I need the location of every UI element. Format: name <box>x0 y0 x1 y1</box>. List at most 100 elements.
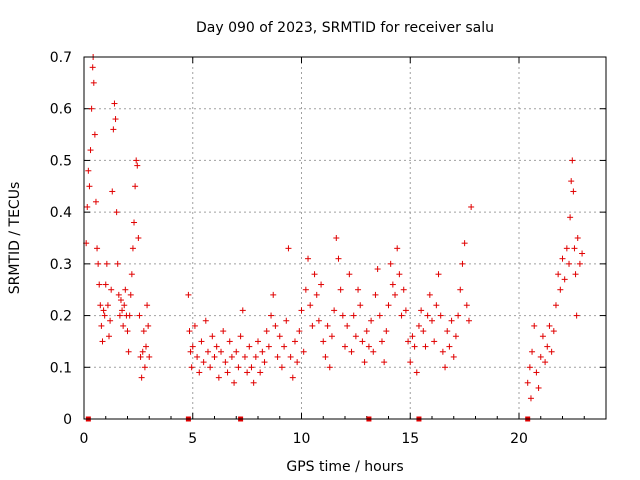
data-point <box>568 178 575 185</box>
data-point <box>84 203 91 210</box>
data-point <box>255 338 261 345</box>
data-point <box>374 266 381 273</box>
data-point <box>185 291 192 298</box>
data-point <box>435 271 442 278</box>
data-point <box>342 343 348 350</box>
data-point <box>246 343 253 350</box>
data-point <box>328 333 335 340</box>
data-point <box>300 348 307 355</box>
data-point <box>346 271 353 278</box>
data-point <box>465 317 472 324</box>
data-point <box>561 276 568 283</box>
data-point <box>103 260 110 267</box>
data-point <box>142 343 149 350</box>
data-point <box>326 364 333 371</box>
data-point <box>283 317 290 324</box>
data-point <box>127 291 134 298</box>
y-tick-label: 0.1 <box>50 360 72 376</box>
data-point <box>202 317 209 324</box>
data-point <box>348 348 355 355</box>
data-point <box>446 343 453 350</box>
data-point <box>239 307 246 314</box>
data-point <box>422 343 429 350</box>
data-point <box>90 79 97 86</box>
x-tick-label: 5 <box>188 431 197 447</box>
data-point <box>392 291 399 298</box>
data-point <box>579 250 586 257</box>
data-point <box>222 359 229 366</box>
data-point <box>215 374 222 381</box>
data-point <box>122 286 129 293</box>
data-point <box>411 343 418 350</box>
x-tick-label: 20 <box>510 431 528 447</box>
data-point <box>426 291 433 298</box>
data-point <box>107 317 114 324</box>
data-point <box>450 353 457 360</box>
data-point <box>144 302 151 309</box>
data-point <box>140 328 147 335</box>
data-point <box>117 297 124 304</box>
data-point <box>313 291 320 298</box>
data-point <box>110 126 117 133</box>
data-point <box>546 322 553 329</box>
data-point <box>409 333 416 340</box>
data-point <box>335 255 342 262</box>
data-point <box>370 348 377 355</box>
data-point <box>433 302 440 309</box>
data-point <box>106 333 113 340</box>
y-tick-label: 0.6 <box>50 102 72 118</box>
data-point <box>112 116 119 123</box>
data-point <box>548 348 555 355</box>
data-point <box>359 338 366 345</box>
y-tick-label: 0.3 <box>50 257 72 273</box>
data-point <box>431 338 438 345</box>
y-tick-label: 0.5 <box>50 153 72 169</box>
data-point <box>136 312 143 319</box>
data-point <box>268 312 275 319</box>
data-point <box>333 235 340 241</box>
data-point <box>109 188 116 195</box>
data-point <box>125 348 132 355</box>
data-point <box>542 359 549 366</box>
data-point <box>439 348 446 355</box>
data-point <box>281 343 288 350</box>
data-point <box>311 271 318 278</box>
data-point <box>213 343 220 350</box>
data-point <box>265 343 272 350</box>
data-point <box>294 359 301 366</box>
data-point <box>529 348 536 355</box>
data-point <box>95 260 102 267</box>
data-point <box>400 286 407 293</box>
data-point <box>276 333 283 340</box>
data-point <box>200 359 207 366</box>
data-point <box>96 281 103 288</box>
data-point <box>576 260 583 267</box>
data-point <box>376 312 383 319</box>
data-point <box>381 359 388 366</box>
data-point <box>248 364 255 371</box>
data-point <box>320 338 327 345</box>
data-point <box>415 322 422 329</box>
data-point <box>272 322 279 329</box>
data-point <box>146 353 153 360</box>
data-points <box>83 54 586 402</box>
data-point <box>226 338 233 345</box>
data-point <box>116 312 123 319</box>
x-tick-label: 0 <box>80 431 89 447</box>
data-point <box>119 307 126 314</box>
data-point <box>257 369 264 376</box>
data-point <box>296 328 303 335</box>
data-point <box>350 312 357 319</box>
data-point <box>102 281 109 288</box>
data-point <box>550 328 557 335</box>
data-point <box>463 302 470 309</box>
data-point <box>104 302 111 309</box>
data-point <box>452 333 459 340</box>
data-point <box>420 328 427 335</box>
data-point <box>526 364 533 371</box>
data-point <box>457 286 464 293</box>
data-point <box>87 147 94 154</box>
data-point <box>572 271 579 278</box>
chart-title: Day 090 of 2023, SRMTID for receiver sal… <box>196 20 494 36</box>
data-point <box>302 286 309 293</box>
